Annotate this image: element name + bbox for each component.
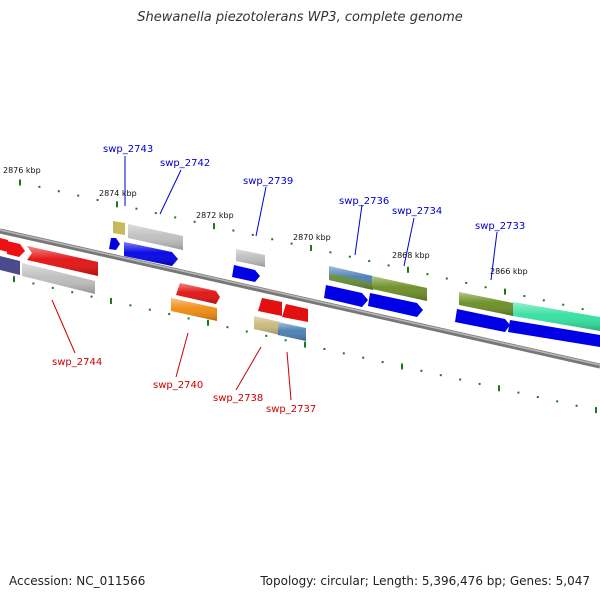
gene-block[interactable] — [236, 249, 265, 267]
gene-block[interactable] — [109, 238, 120, 250]
gene-label-top[interactable]: swp_2742 — [160, 158, 210, 169]
label-leader-swp-2734 — [403, 217, 415, 267]
gene-block[interactable] — [258, 298, 282, 316]
accession-label: Accession: NC_011566 — [9, 574, 146, 588]
gene-block[interactable] — [0, 256, 20, 275]
genome-backbone — [0, 228, 600, 369]
gene-block[interactable] — [0, 238, 8, 252]
label-leader-swp-2740 — [175, 332, 189, 378]
gene-label-bottom[interactable]: swp_2737 — [266, 404, 316, 415]
label-leader-swp-2744 — [51, 299, 76, 354]
gene-label-top[interactable]: swp_2743 — [103, 144, 153, 155]
label-leader-swp-2737 — [286, 351, 292, 401]
gene-block[interactable] — [113, 221, 125, 235]
label-leader-swp-2738 — [235, 346, 262, 391]
gene-block[interactable] — [324, 285, 368, 307]
genome-backbone-highlight — [0, 229, 600, 366]
position-label-2876: 2876 kbp — [3, 166, 41, 175]
topology-summary: Topology: circular; Length: 5,396,476 bp… — [260, 574, 590, 588]
position-label-2866: 2866 kbp — [490, 267, 528, 276]
gene-block[interactable] — [232, 265, 260, 282]
gene-label-bottom[interactable]: swp_2740 — [153, 380, 203, 391]
label-leader-swp-2736 — [354, 204, 363, 256]
label-leader-swp-2733 — [490, 231, 498, 281]
position-label-2872: 2872 kbp — [196, 211, 234, 220]
position-label-2870: 2870 kbp — [293, 233, 331, 242]
gene-block[interactable] — [282, 304, 308, 322]
gene-block[interactable] — [254, 316, 280, 335]
gene-label-top[interactable]: swp_2733 — [475, 221, 525, 232]
gene-label-top[interactable]: swp_2739 — [243, 176, 293, 187]
gene-label-bottom[interactable]: swp_2738 — [213, 393, 263, 404]
position-label-2868: 2868 kbp — [392, 251, 430, 260]
label-leader-swp-2742 — [159, 169, 182, 215]
gene-label-bottom[interactable]: swp_2744 — [52, 357, 102, 368]
gene-label-top[interactable]: swp_2734 — [392, 206, 442, 217]
gene-block[interactable] — [278, 322, 306, 341]
gene-block[interactable] — [7, 241, 25, 257]
position-label-2874: 2874 kbp — [99, 189, 137, 198]
gene-label-top[interactable]: swp_2736 — [339, 196, 389, 207]
genome-title: Shewanella piezotolerans WP3, complete g… — [137, 10, 463, 25]
label-leader-swp-2739 — [255, 186, 267, 237]
tick-track — [13, 179, 597, 414]
